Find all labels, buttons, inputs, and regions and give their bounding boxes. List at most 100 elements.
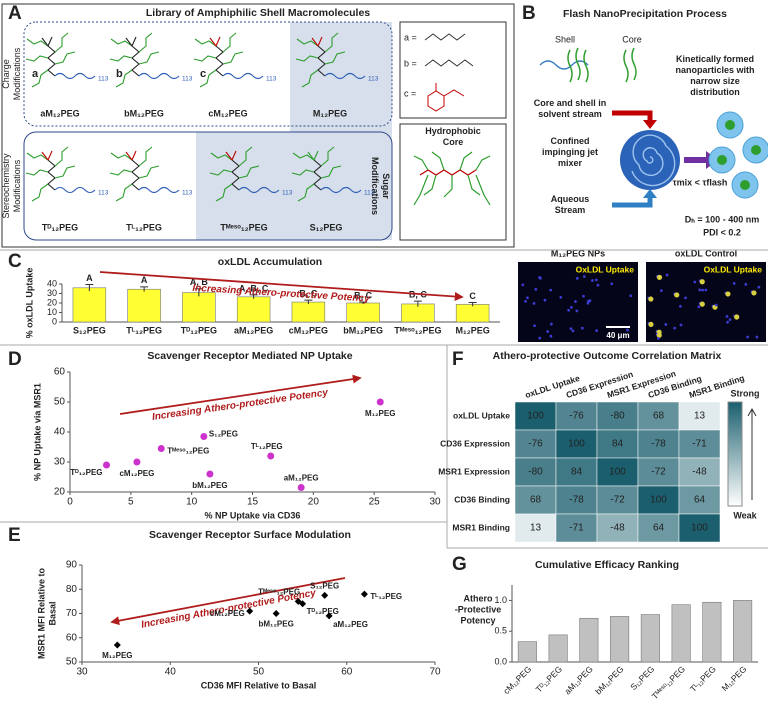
point-label: aM₁₂PEG: [333, 620, 368, 629]
significance-label: C: [469, 291, 476, 301]
substituent-box: [399, 21, 507, 119]
cell-value: 68: [653, 411, 665, 422]
cell-value: -76: [569, 411, 584, 422]
molecule-label: cM₁₂PEG: [208, 108, 247, 118]
row-label-line: Stereochemistry: [1, 153, 11, 219]
nanoparticles: [708, 111, 768, 199]
y-tick-label: 30: [47, 288, 57, 298]
row-label-line: Charge: [1, 59, 11, 89]
cell-dot: [538, 275, 541, 279]
y-tick-label: 60: [54, 367, 66, 378]
y-tick-label: 60: [66, 632, 78, 643]
molecule-label: S₁₂PEG: [310, 222, 343, 232]
cell-value: -80: [528, 467, 543, 478]
x-tick-label: 50: [253, 667, 265, 678]
point: [157, 445, 165, 452]
y-axis-label: % oxLDL Uptake: [24, 268, 34, 339]
y-tick-label: 40: [54, 427, 66, 438]
cell-dot: [570, 306, 573, 309]
error-bar: [194, 288, 203, 297]
cell-dot: [559, 296, 563, 299]
cell-value: -48: [692, 467, 707, 478]
chart-title: Scavenger Receptor Surface Modulation: [149, 529, 351, 541]
label-line: Core and shell in: [534, 98, 607, 108]
bar: [236, 296, 271, 323]
peg-tail: [238, 186, 280, 194]
panel-title: Library of Amphiphilic Shell Macromolecu…: [146, 7, 370, 19]
substituent-structure: [424, 59, 474, 67]
cell-dot: [704, 288, 708, 292]
head: [311, 36, 323, 47]
cell-value: 84: [571, 467, 583, 478]
arms: [193, 32, 244, 88]
cell-dot: [746, 335, 749, 339]
molecule: [25, 146, 96, 202]
micrograph: [518, 262, 638, 342]
point-label: S₁₂PEG: [310, 581, 339, 590]
backbone: [215, 45, 224, 77]
row-label: MSR1 Binding: [452, 522, 510, 532]
core-structure: [413, 151, 491, 206]
head: [125, 150, 137, 161]
row-label: CD36 Expression: [440, 438, 510, 448]
uptake-dot: [656, 332, 662, 338]
cell-dot: [549, 322, 553, 326]
cell-dot: [701, 288, 705, 292]
chart-title: Cumulative Efficacy Ranking: [535, 559, 679, 571]
point-label: M₁₂PEG: [102, 651, 132, 660]
bar: [517, 641, 537, 663]
x-tick-label: Tᴹᵉˢᵒ₁₂PEG: [394, 325, 441, 335]
substituent: c =: [404, 88, 416, 98]
cell-dot: [757, 285, 761, 289]
cell-value: -80: [610, 411, 625, 422]
x-tick-label: cM₁₂PEG: [289, 325, 328, 335]
point: [321, 591, 329, 599]
cell-value: 100: [650, 495, 667, 506]
timescale: τmix < τflash: [673, 177, 728, 187]
cell-dot: [684, 296, 687, 300]
arms: [109, 146, 160, 202]
stereo-box: [23, 131, 393, 241]
sugar-label-line: Modifications: [370, 157, 380, 215]
nanoparticle-core: [751, 145, 761, 155]
cell-dot: [610, 282, 614, 286]
peg-tail: [138, 186, 180, 194]
cell-value: -78: [651, 439, 666, 450]
cell-value: 100: [609, 467, 626, 478]
cell-dot: [549, 334, 553, 338]
cell-dot: [744, 282, 748, 286]
aqueous-arrow: [612, 196, 653, 208]
significance-label: B, C: [299, 289, 318, 299]
cell-dot: [697, 305, 701, 309]
trend-label: Increasing Athero-protective Potency: [192, 283, 370, 305]
panel-letter: E: [8, 525, 21, 546]
cell-dot: [580, 326, 584, 330]
point: [267, 452, 275, 460]
molecule: [209, 146, 280, 202]
y-tick-label: 20: [47, 297, 57, 307]
product-label: Kinetically formed nanoparticles with narr…: [675, 54, 754, 97]
row-label: ChargeModifications: [1, 47, 22, 100]
heatmap-cell: [596, 401, 639, 431]
molecule-letter: b: [116, 68, 123, 80]
head: [209, 36, 221, 47]
cell-dot: [679, 323, 683, 327]
cell-dot: [698, 288, 702, 292]
x-tick-label: 0: [67, 497, 73, 508]
heatmap-cell: [514, 401, 557, 431]
heatmap-cell: [637, 401, 680, 431]
point-label: Tᴹᵉˢᵒ₁₂PEG: [167, 447, 209, 456]
bar: [346, 302, 380, 323]
point: [103, 461, 110, 469]
point: [376, 398, 384, 406]
image-title: oxLDL Control: [675, 248, 737, 258]
cell-value: -76: [528, 439, 543, 450]
mixer: [620, 130, 680, 190]
cell-dot: [546, 330, 550, 333]
substituent: b =: [404, 58, 417, 68]
uptake-dot: [648, 296, 654, 302]
y-tick-label: 0: [52, 316, 57, 326]
cell-dot: [532, 302, 536, 305]
nanoparticle-core: [740, 180, 750, 190]
